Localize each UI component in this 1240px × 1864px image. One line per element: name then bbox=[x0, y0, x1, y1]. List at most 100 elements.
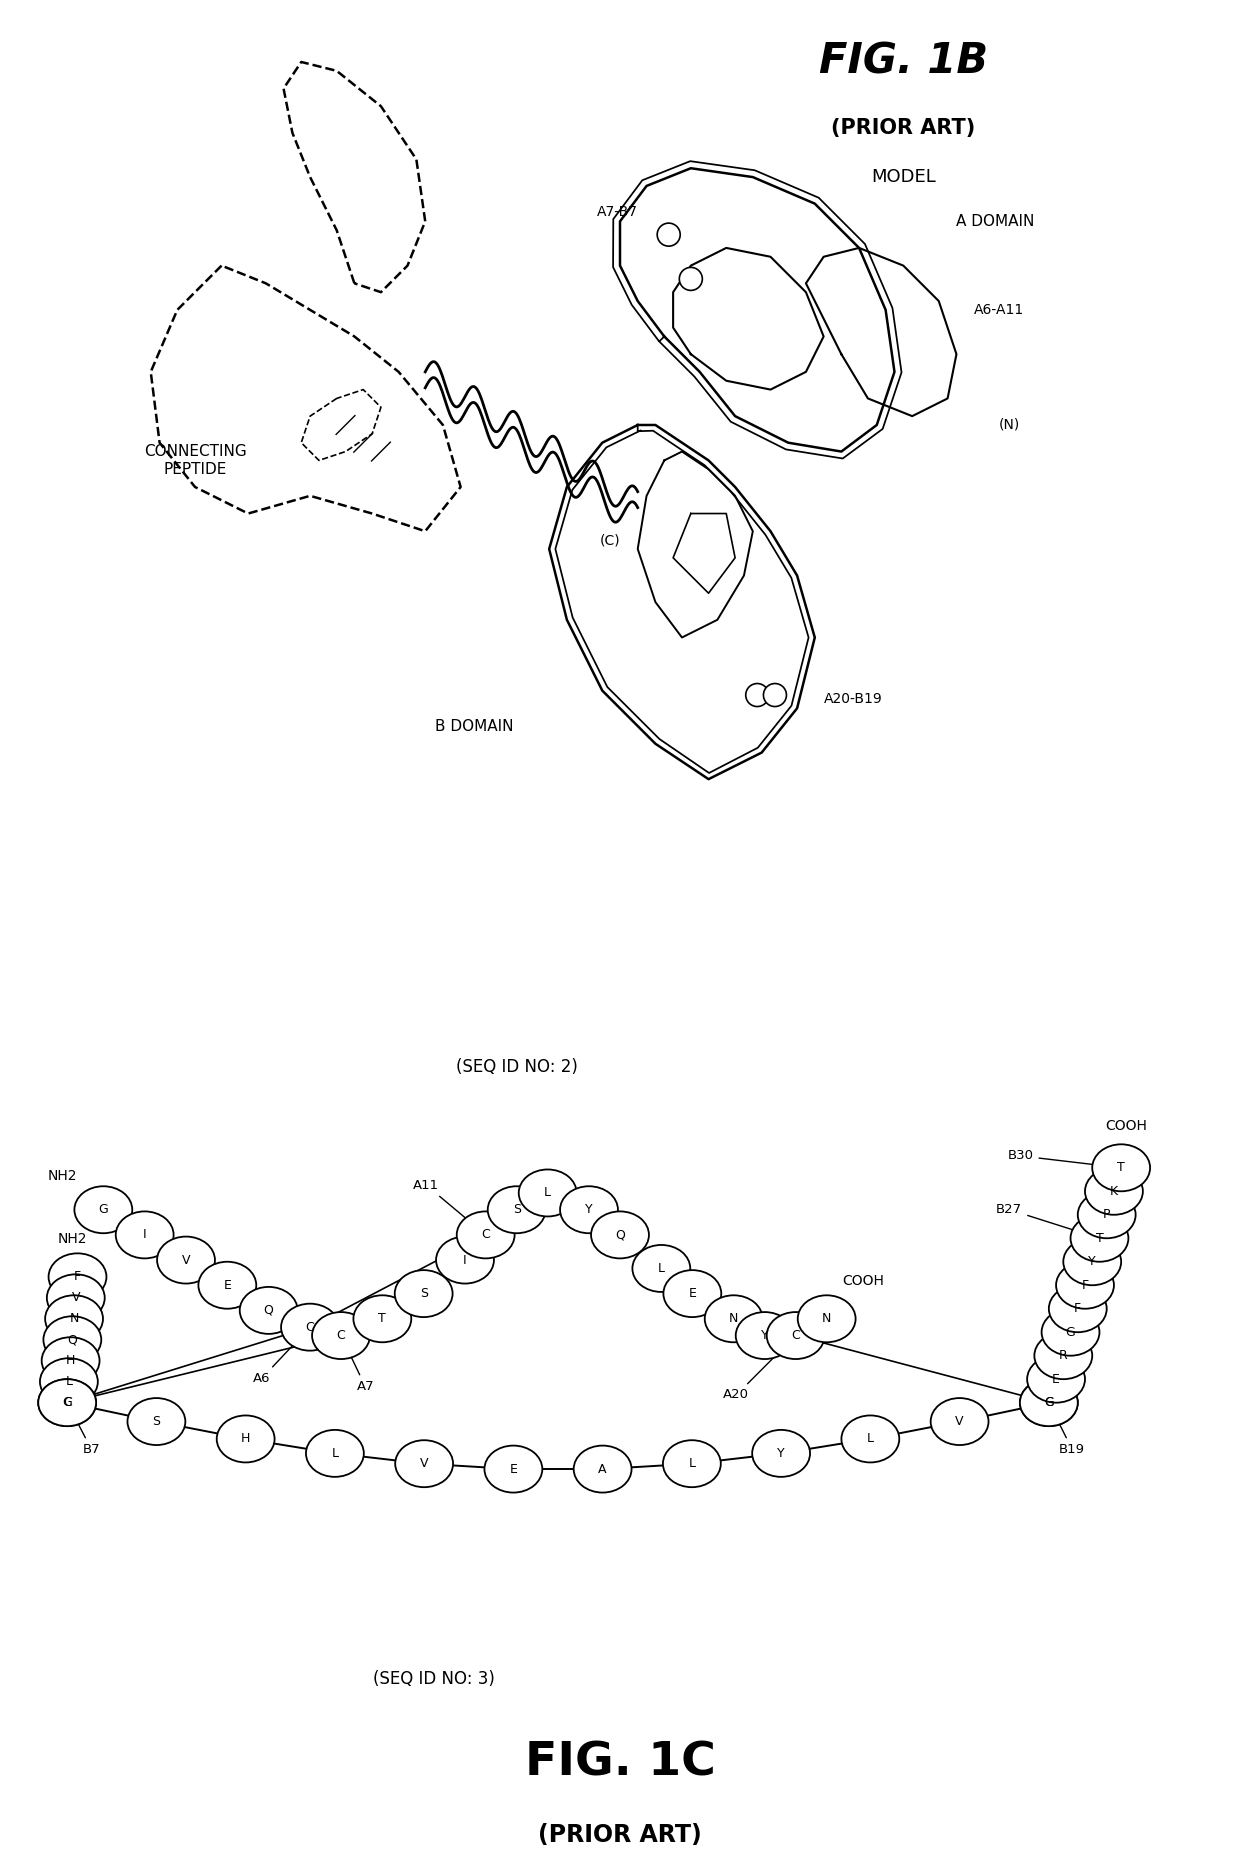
Circle shape bbox=[1019, 1379, 1078, 1426]
Text: B27: B27 bbox=[996, 1202, 1097, 1238]
Text: E: E bbox=[223, 1279, 232, 1292]
Text: A DOMAIN: A DOMAIN bbox=[956, 214, 1035, 229]
Text: B7: B7 bbox=[68, 1405, 100, 1456]
Text: T: T bbox=[1096, 1232, 1104, 1245]
Text: A7-B7: A7-B7 bbox=[596, 205, 637, 220]
Circle shape bbox=[281, 1303, 339, 1351]
Text: F: F bbox=[74, 1271, 81, 1282]
Text: V: V bbox=[72, 1292, 81, 1305]
Text: L: L bbox=[331, 1446, 339, 1460]
Circle shape bbox=[704, 1295, 763, 1342]
Circle shape bbox=[487, 1186, 546, 1234]
Text: L: L bbox=[66, 1376, 72, 1389]
Text: (PRIOR ART): (PRIOR ART) bbox=[538, 1823, 702, 1847]
Text: S: S bbox=[153, 1415, 160, 1428]
Text: A11: A11 bbox=[413, 1178, 484, 1234]
Text: V: V bbox=[955, 1415, 963, 1428]
Circle shape bbox=[1070, 1215, 1128, 1262]
Circle shape bbox=[657, 224, 681, 246]
Circle shape bbox=[1085, 1167, 1143, 1215]
Text: E: E bbox=[1052, 1372, 1060, 1385]
Text: B30: B30 bbox=[1007, 1150, 1118, 1167]
Text: A7: A7 bbox=[342, 1338, 374, 1392]
Text: C: C bbox=[481, 1228, 490, 1241]
Text: (N): (N) bbox=[999, 418, 1021, 432]
Text: G: G bbox=[1044, 1396, 1054, 1409]
Text: COOH: COOH bbox=[842, 1273, 884, 1288]
Circle shape bbox=[1027, 1355, 1085, 1402]
Circle shape bbox=[115, 1212, 174, 1258]
Text: P: P bbox=[1102, 1208, 1111, 1221]
Text: C: C bbox=[1044, 1396, 1053, 1409]
Circle shape bbox=[745, 684, 769, 706]
Circle shape bbox=[1092, 1144, 1149, 1191]
Circle shape bbox=[48, 1253, 107, 1301]
Text: Y: Y bbox=[585, 1204, 593, 1215]
Text: K: K bbox=[1110, 1186, 1118, 1199]
Text: S: S bbox=[512, 1204, 521, 1215]
Text: I: I bbox=[464, 1254, 466, 1266]
Text: F: F bbox=[1081, 1279, 1089, 1292]
Circle shape bbox=[560, 1186, 618, 1234]
Text: H: H bbox=[241, 1432, 250, 1445]
Circle shape bbox=[1056, 1262, 1114, 1309]
Circle shape bbox=[239, 1286, 298, 1335]
Text: Y: Y bbox=[777, 1446, 785, 1460]
Circle shape bbox=[632, 1245, 691, 1292]
Circle shape bbox=[764, 684, 786, 706]
Text: C: C bbox=[791, 1329, 800, 1342]
Text: Q: Q bbox=[264, 1305, 274, 1316]
Text: G: G bbox=[98, 1204, 108, 1215]
Circle shape bbox=[198, 1262, 257, 1309]
Circle shape bbox=[1019, 1379, 1078, 1426]
Text: L: L bbox=[658, 1262, 665, 1275]
Text: V: V bbox=[420, 1458, 428, 1471]
Text: L: L bbox=[867, 1432, 874, 1445]
Circle shape bbox=[663, 1269, 722, 1318]
Circle shape bbox=[766, 1312, 825, 1359]
Circle shape bbox=[591, 1212, 649, 1258]
Circle shape bbox=[47, 1275, 104, 1322]
Circle shape bbox=[1049, 1286, 1107, 1333]
Text: B DOMAIN: B DOMAIN bbox=[435, 718, 513, 734]
Text: Q: Q bbox=[615, 1228, 625, 1241]
Text: (PRIOR ART): (PRIOR ART) bbox=[831, 119, 976, 138]
Text: A20-B19: A20-B19 bbox=[823, 692, 883, 706]
Circle shape bbox=[1034, 1333, 1092, 1379]
Circle shape bbox=[217, 1415, 274, 1463]
Circle shape bbox=[663, 1441, 720, 1487]
Text: R: R bbox=[1059, 1350, 1068, 1363]
Circle shape bbox=[40, 1359, 98, 1405]
Circle shape bbox=[74, 1186, 133, 1234]
Text: L: L bbox=[688, 1458, 696, 1471]
Circle shape bbox=[1063, 1238, 1121, 1286]
Text: N: N bbox=[69, 1312, 79, 1325]
Circle shape bbox=[353, 1295, 412, 1342]
Circle shape bbox=[931, 1398, 988, 1445]
Circle shape bbox=[312, 1312, 370, 1359]
Circle shape bbox=[574, 1446, 631, 1493]
Circle shape bbox=[797, 1295, 856, 1342]
Circle shape bbox=[456, 1212, 515, 1258]
Circle shape bbox=[436, 1236, 494, 1284]
Circle shape bbox=[735, 1312, 794, 1359]
Text: Q: Q bbox=[67, 1333, 77, 1346]
Text: T: T bbox=[378, 1312, 386, 1325]
Text: COOH: COOH bbox=[1105, 1118, 1147, 1133]
Text: (SEQ ID NO: 2): (SEQ ID NO: 2) bbox=[456, 1059, 578, 1076]
Circle shape bbox=[38, 1379, 97, 1426]
Circle shape bbox=[394, 1269, 453, 1318]
Circle shape bbox=[1078, 1191, 1136, 1238]
Text: Y: Y bbox=[1089, 1254, 1096, 1268]
Text: I: I bbox=[143, 1228, 146, 1241]
Text: NH2: NH2 bbox=[47, 1169, 77, 1184]
Text: MODEL: MODEL bbox=[870, 168, 936, 186]
Text: A: A bbox=[599, 1463, 606, 1476]
Text: C: C bbox=[63, 1396, 72, 1409]
Circle shape bbox=[45, 1295, 103, 1342]
Circle shape bbox=[38, 1379, 97, 1426]
Circle shape bbox=[43, 1316, 102, 1363]
Text: G: G bbox=[1065, 1325, 1075, 1338]
Text: Y: Y bbox=[761, 1329, 769, 1342]
Circle shape bbox=[157, 1236, 215, 1284]
